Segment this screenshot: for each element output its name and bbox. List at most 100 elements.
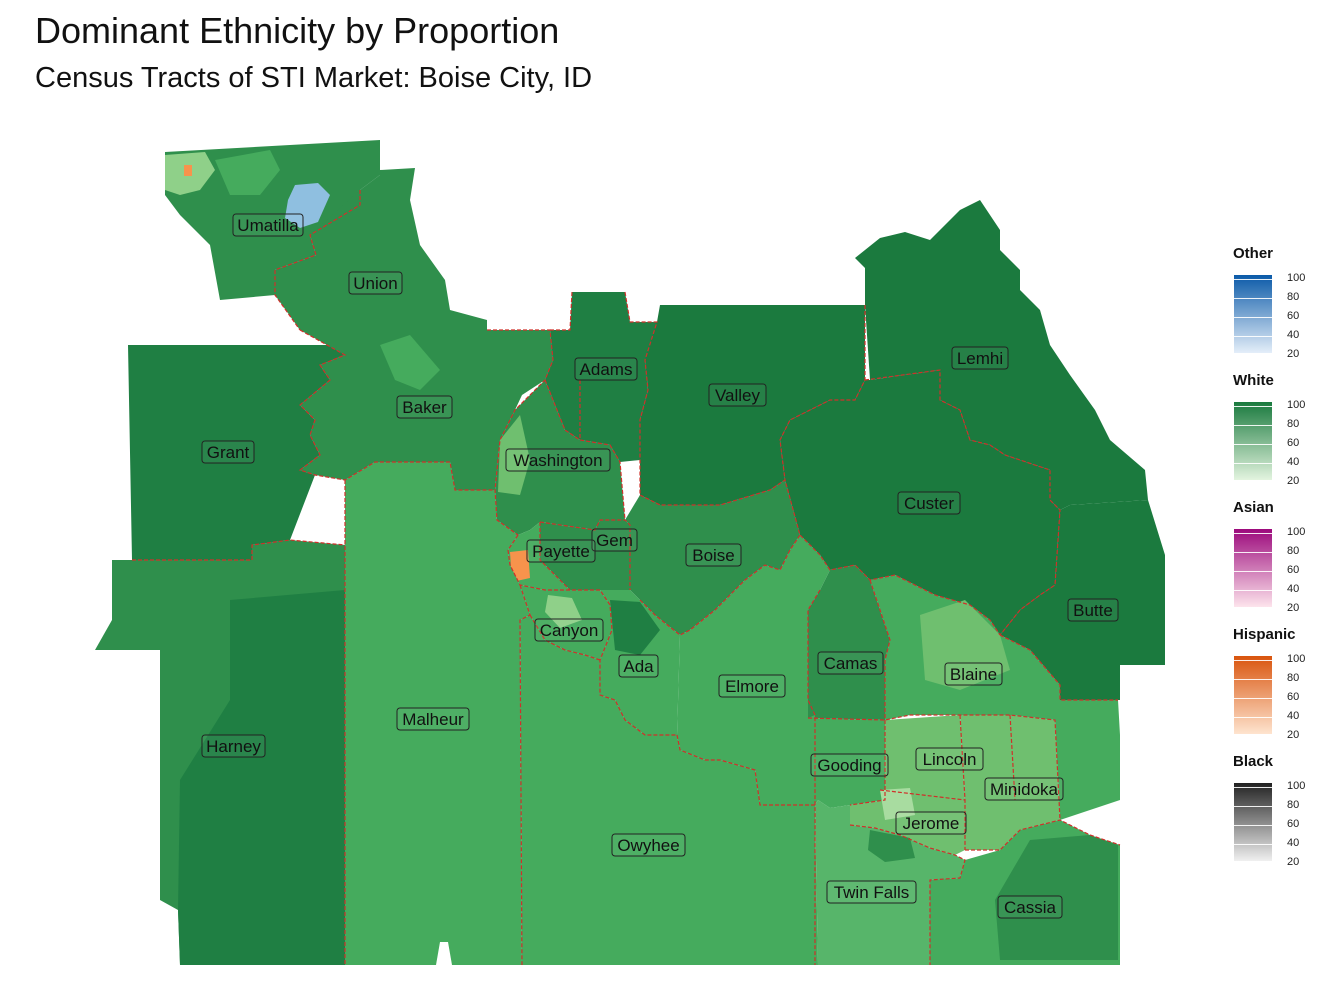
county-label[interactable]: Owyhee: [611, 833, 686, 857]
legend-tickmark: [1234, 355, 1272, 356]
legend-tick: 60: [1287, 691, 1300, 703]
legend-tickmark: [1234, 736, 1272, 737]
county-label[interactable]: Payette: [526, 539, 596, 563]
county-label[interactable]: Baker: [396, 395, 453, 419]
county-owyhee: [520, 615, 818, 965]
county-label[interactable]: Jerome: [895, 811, 967, 835]
tract-ada-dark: [610, 600, 660, 655]
legend-tickmark: [1234, 463, 1272, 464]
legend-colorbar: [1234, 275, 1272, 353]
legend-colorbar: [1234, 402, 1272, 480]
county-lincoln: [885, 715, 965, 800]
legend-other: Other 100 80 60 40 20: [1232, 245, 1342, 372]
county-boise: [625, 480, 800, 635]
legend-tick: 80: [1287, 799, 1300, 811]
tract-malheur-gap: [436, 942, 452, 965]
svg-text:Baker: Baker: [402, 398, 447, 417]
svg-text:Jerome: Jerome: [903, 814, 960, 833]
legend-tick: 20: [1287, 475, 1300, 487]
county-elmore: [677, 535, 830, 805]
county-label[interactable]: Elmore: [718, 674, 786, 698]
county-boundaries: [132, 190, 1121, 966]
legend-tickmark: [1234, 679, 1272, 680]
legend-tick: 80: [1287, 545, 1300, 557]
county-label[interactable]: Umatilla: [232, 213, 304, 237]
legend-tickmark: [1234, 660, 1272, 661]
county-label[interactable]: Union: [348, 271, 403, 295]
tract-cassia-dark: [995, 835, 1118, 960]
county-label[interactable]: Cassia: [997, 895, 1063, 919]
county-label[interactable]: Valley: [708, 383, 767, 407]
legend-tickmark: [1234, 552, 1272, 553]
tract-umatilla-other: [285, 183, 330, 228]
legend-tickmark: [1234, 482, 1272, 483]
county-label[interactable]: Canyon: [534, 618, 604, 642]
legend-title: Asian: [1233, 499, 1274, 516]
legend-tick: 20: [1287, 729, 1300, 741]
county-label[interactable]: Gem: [591, 528, 638, 552]
legend-tickmark: [1234, 590, 1272, 591]
legend-tickmark: [1234, 317, 1272, 318]
legend-tickmark: [1234, 825, 1272, 826]
svg-text:Owyhee: Owyhee: [617, 836, 679, 855]
county-label[interactable]: Gooding: [810, 753, 889, 777]
county-label[interactable]: Ada: [618, 654, 659, 678]
legend-tickmark: [1234, 279, 1272, 280]
county-butte: [1000, 500, 1165, 700]
legend-tick: 20: [1287, 856, 1300, 868]
county-label[interactable]: Butte: [1067, 598, 1119, 622]
legend-tickmark: [1234, 444, 1272, 445]
svg-text:Camas: Camas: [824, 654, 878, 673]
county-label[interactable]: Lemhi: [951, 346, 1009, 370]
legend-tickmark: [1234, 336, 1272, 337]
legend-asian: Asian 100 80 60 40 20: [1232, 499, 1342, 626]
legend-tickmark: [1234, 787, 1272, 788]
legend-tickmark: [1234, 609, 1272, 610]
svg-text:Canyon: Canyon: [540, 621, 599, 640]
legend-hispanic: Hispanic 100 80 60 40 20: [1232, 626, 1342, 753]
county-label[interactable]: Custer: [897, 491, 961, 515]
county-label[interactable]: Lincoln: [915, 747, 984, 771]
svg-text:Washington: Washington: [513, 451, 602, 470]
svg-text:Payette: Payette: [532, 542, 590, 561]
svg-text:Cassia: Cassia: [1004, 898, 1057, 917]
svg-text:Butte: Butte: [1073, 601, 1113, 620]
legend: Other 100 80 60 40 20 White 100 80 60 40…: [1232, 245, 1342, 880]
map-title: Dominant Ethnicity by Proportion: [35, 10, 560, 51]
legend-tick: 80: [1287, 291, 1300, 303]
tract-washington-pale: [498, 415, 530, 495]
svg-text:Gem: Gem: [596, 531, 633, 550]
county-label[interactable]: Twin Falls: [826, 880, 917, 904]
legend-tick: 40: [1287, 329, 1300, 341]
legend-tick: 60: [1287, 437, 1300, 449]
county-label[interactable]: Grant: [201, 440, 255, 464]
county-label[interactable]: Minidoka: [984, 777, 1064, 801]
legend-tickmark: [1234, 298, 1272, 299]
county-label[interactable]: Blaine: [944, 662, 1003, 686]
county-label[interactable]: Harney: [201, 734, 266, 758]
county-lemhi: [855, 200, 1148, 510]
tract-fills: [95, 140, 1165, 965]
tract-umatilla-hisp: [184, 165, 192, 176]
svg-text:Lincoln: Lincoln: [923, 750, 977, 769]
legend-colorbar: [1234, 656, 1272, 734]
legend-tick: 60: [1287, 564, 1300, 576]
legend-colorbar: [1234, 529, 1272, 607]
legend-tick: 100: [1287, 526, 1306, 538]
svg-text:Valley: Valley: [715, 386, 761, 405]
legend-tickmark: [1234, 533, 1272, 534]
legend-tick: 100: [1287, 272, 1306, 284]
county-label[interactable]: Adams: [574, 357, 638, 381]
legend-tick: 80: [1287, 672, 1300, 684]
county-label[interactable]: Washington: [505, 448, 611, 472]
legend-tick: 40: [1287, 583, 1300, 595]
legend-tickmark: [1234, 406, 1272, 407]
legend-tick: 20: [1287, 348, 1300, 360]
county-umatilla: [165, 140, 380, 300]
county-grant: [128, 345, 345, 560]
county-washington: [495, 380, 625, 535]
county-label[interactable]: Malheur: [396, 707, 470, 731]
county-label[interactable]: Camas: [817, 651, 884, 675]
legend-tickmark: [1234, 863, 1272, 864]
county-label[interactable]: Boise: [685, 543, 742, 567]
